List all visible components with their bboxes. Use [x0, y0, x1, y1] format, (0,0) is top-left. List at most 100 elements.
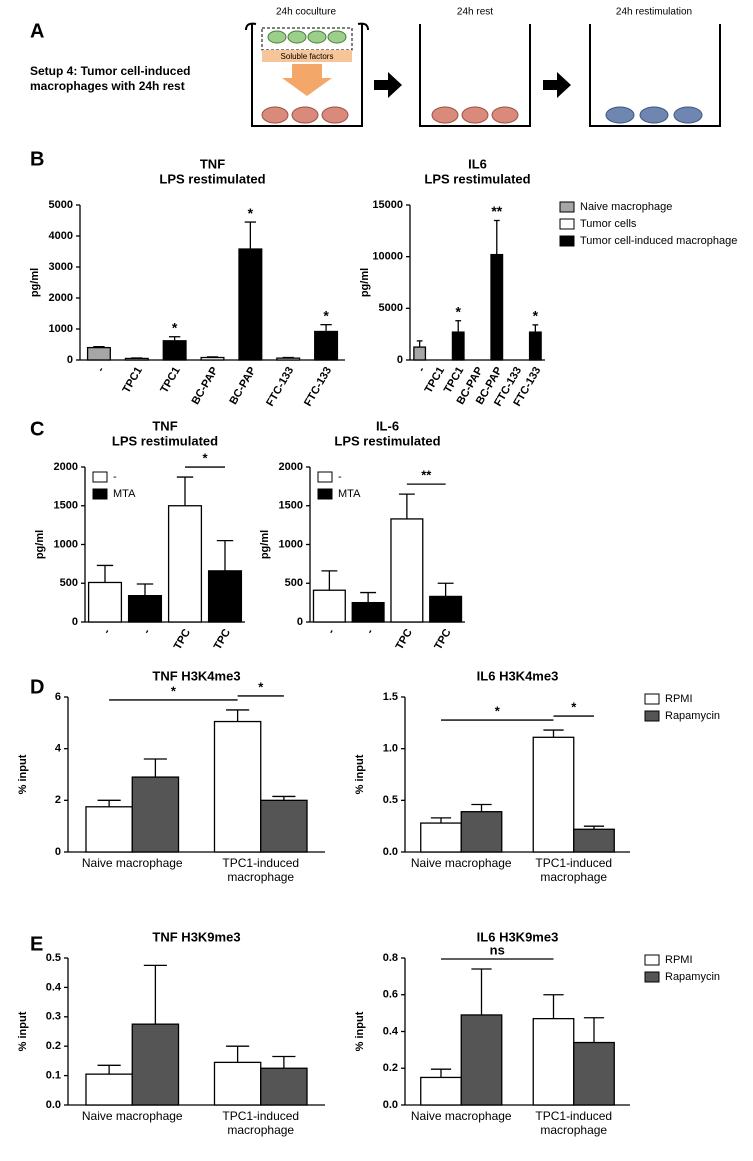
bar	[351, 601, 385, 623]
x-tick-label-box: TPC1-induced macrophage	[222, 1109, 300, 1137]
legend-swatch	[559, 201, 575, 213]
error-bar	[176, 476, 194, 506]
bar	[314, 330, 339, 361]
bar	[213, 1061, 262, 1106]
step-label: 24h restimulation	[616, 7, 692, 18]
legend-swatch	[317, 471, 333, 483]
chart-title: IL-6	[376, 418, 399, 433]
bar	[429, 595, 463, 623]
y-tick-label: 0.8	[383, 952, 398, 964]
y-tick-label: 500	[285, 577, 303, 589]
y-tick-label: 0	[297, 616, 303, 628]
bar	[390, 518, 424, 623]
cell	[431, 106, 459, 124]
cell	[491, 106, 519, 124]
y-tick-label: 2000	[54, 461, 78, 473]
error-bar	[398, 493, 415, 519]
error-bar	[96, 564, 114, 583]
bar	[490, 253, 504, 361]
step-arrow	[543, 72, 571, 98]
bar	[260, 799, 308, 853]
error-bar	[583, 1017, 605, 1043]
cell	[327, 30, 347, 44]
chart-title: TNF	[152, 418, 177, 433]
error-bar	[226, 709, 250, 722]
error-bar	[430, 817, 452, 824]
significance: **	[491, 203, 502, 219]
macrophages	[261, 106, 519, 124]
y-tick-label: 5000	[379, 302, 403, 314]
bar	[573, 828, 615, 853]
legend-label: MTA	[113, 488, 136, 500]
bar	[207, 570, 243, 623]
error-bar	[455, 320, 462, 333]
x-tick-label: TPC1-induced macrophage	[222, 1109, 300, 1137]
y-tick-label: 0.0	[383, 1099, 398, 1111]
y-tick-label: 0	[55, 846, 61, 858]
insert-hook	[245, 22, 369, 31]
legend-label: RPMI	[665, 693, 693, 705]
y-tick-label: 1500	[279, 500, 303, 512]
error-bar	[543, 729, 564, 738]
well-wall	[589, 24, 721, 127]
bar	[532, 1017, 575, 1106]
panel-letter: D	[30, 676, 44, 698]
bar	[238, 248, 263, 361]
error-bar	[272, 795, 296, 801]
chart-title: TNF	[200, 156, 225, 171]
cell	[605, 106, 635, 124]
error-bar	[437, 582, 454, 597]
error-bar	[143, 964, 167, 1025]
legend-swatch	[644, 710, 660, 722]
x-tick-label: Naive macrophage	[410, 856, 512, 870]
bar	[85, 806, 133, 853]
significance: *	[533, 308, 539, 324]
y-tick-label: 1000	[279, 538, 303, 550]
bar	[124, 357, 149, 361]
x-tick-label: -	[141, 627, 153, 636]
error-bar	[206, 356, 219, 358]
bar	[413, 346, 427, 361]
bar	[420, 822, 462, 853]
bar	[460, 811, 503, 853]
x-tick-label: Naive macrophage	[81, 856, 183, 870]
bracket-label: *	[258, 679, 264, 694]
bar	[451, 331, 465, 361]
setup-text: macrophages with 24h rest	[30, 79, 185, 93]
bar	[131, 776, 180, 853]
cell	[261, 106, 289, 124]
chart-subtitle: LPS restimulated	[334, 433, 440, 448]
well-wall	[251, 24, 363, 127]
well-wall	[419, 24, 531, 127]
bar	[86, 346, 111, 361]
x-tick-label-box: TPC1-induced macrophage	[535, 856, 612, 884]
y-tick-label: 0.3	[46, 1011, 61, 1023]
error-bar	[272, 1055, 296, 1069]
x-tick-label-box: Naive macrophage	[81, 856, 183, 870]
cell	[267, 30, 287, 44]
x-tick-label: -	[95, 365, 107, 374]
y-tick-label: 3000	[49, 261, 73, 273]
y-tick-label: 0	[72, 616, 78, 628]
error-bar	[168, 336, 181, 341]
y-tick-label: 0.2	[46, 1040, 61, 1052]
bar	[573, 1041, 615, 1106]
error-bar	[543, 994, 564, 1019]
legend-label: Tumor cells	[580, 218, 637, 230]
y-tick-label: 1.5	[383, 691, 398, 703]
bar	[312, 589, 346, 623]
x-tick-label-box: Naive macrophage	[410, 856, 512, 870]
step-label: 24h rest	[457, 7, 493, 18]
bar	[420, 1076, 462, 1106]
y-tick-label: 1000	[49, 323, 73, 335]
x-tick-label: -	[416, 365, 428, 374]
error-bar	[97, 799, 121, 807]
x-tick-label-box: TPC1-induced macrophage	[222, 856, 299, 884]
cell	[461, 106, 489, 124]
error-bar	[93, 346, 105, 348]
bar	[167, 505, 203, 623]
error-bar	[216, 539, 234, 571]
y-tick-label: 1000	[54, 538, 78, 550]
